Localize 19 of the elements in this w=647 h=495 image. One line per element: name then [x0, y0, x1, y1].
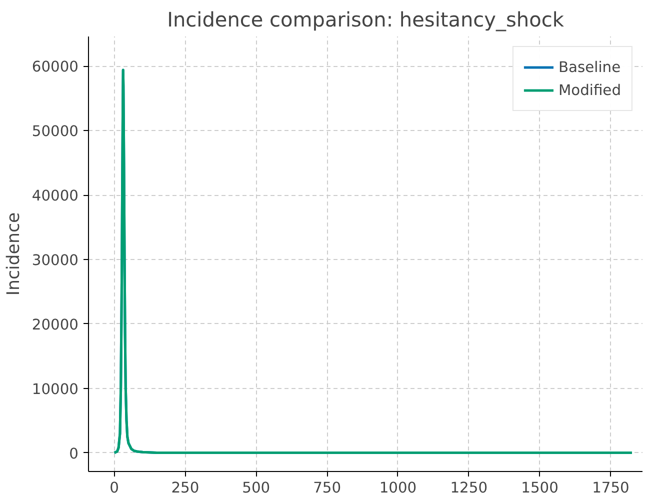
y-tick-label: 0 [69, 445, 79, 462]
x-tick-label: 750 [313, 480, 342, 495]
legend-label: Baseline [558, 58, 621, 76]
y-tick-label: 30000 [32, 252, 78, 269]
x-tick-label: 250 [171, 480, 200, 495]
y-tick-label: 40000 [32, 188, 78, 205]
y-axis-title: Incidence [4, 212, 24, 296]
legend-label: Modified [558, 82, 621, 98]
x-tick-label: 1250 [450, 480, 488, 495]
x-tick-label: 1000 [379, 480, 417, 495]
y-tick-label: 50000 [32, 123, 78, 140]
y-tick-label: 20000 [32, 316, 78, 334]
y-tick-label: 60000 [32, 58, 78, 76]
y-tick-label: 10000 [32, 380, 78, 398]
x-tick-label: 1750 [592, 480, 630, 495]
x-tick-label: 0 [110, 480, 119, 495]
x-tick-label: 1500 [521, 480, 558, 495]
chart-title: Incidence comparison: hesitancy_shock [167, 8, 564, 32]
x-tick-label: 500 [242, 480, 270, 495]
